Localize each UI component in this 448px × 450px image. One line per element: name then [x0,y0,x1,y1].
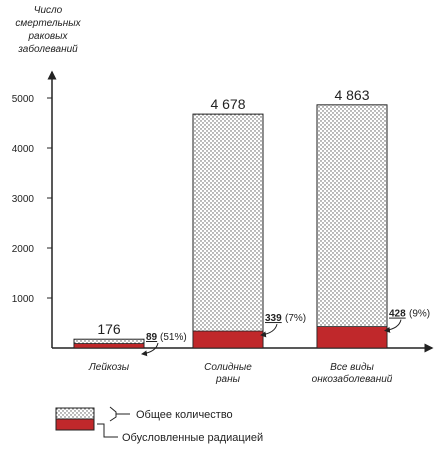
y-tick-label: 3000 [12,194,35,205]
y-tick-label: 1000 [12,294,35,305]
y-axis-label-line: смертельных [15,18,81,29]
legend-label-total: Общее количество [136,409,233,421]
radiation-value-label: 428 [389,309,406,320]
category-label: онкозаболеваний [312,373,393,385]
bar-total [316,104,388,349]
y-axis-label-line: раковых [28,31,68,42]
radiation-pointer-arrow [141,342,159,357]
radiation-value-label: 339 [265,313,282,324]
bar-radiation [192,330,264,349]
legend-leader-radiation [97,423,118,438]
legend-swatch-radiation [55,418,95,431]
radiation-percent-label: (9%) [409,309,430,320]
y-axis-label: Число смертельных раковых заболеваний [8,4,88,56]
radiation-value-label: 89 [146,332,158,343]
radiation-pointer-arrow [260,323,278,338]
y-tick-label: 4000 [12,144,35,155]
legend-bracket [109,406,117,422]
y-tick-label: 5000 [12,94,35,105]
category-label: Лейкозы [88,362,130,373]
legend-swatch-total [55,407,95,420]
y-tick-label: 2000 [12,244,35,255]
category-label: раны [215,374,241,385]
category-label: Все виды [330,362,374,373]
category-label: Солидные [204,362,252,373]
bar-radiation [73,343,145,349]
legend-label-radiation: Обусловленные радиацией [122,432,263,444]
bar-radiation [316,326,388,349]
total-value-label: 4 863 [334,87,369,103]
radiation-percent-label: (7%) [285,313,306,324]
radiation-pointer-arrow [384,319,402,333]
y-axis-label-line: Число [33,5,63,16]
bar-total [192,113,264,349]
radiation-percent-label: (51%) [160,332,187,343]
y-axis-label-line: заболеваний [18,44,78,55]
total-value-label: 176 [97,321,121,337]
total-value-label: 4 678 [210,96,245,112]
